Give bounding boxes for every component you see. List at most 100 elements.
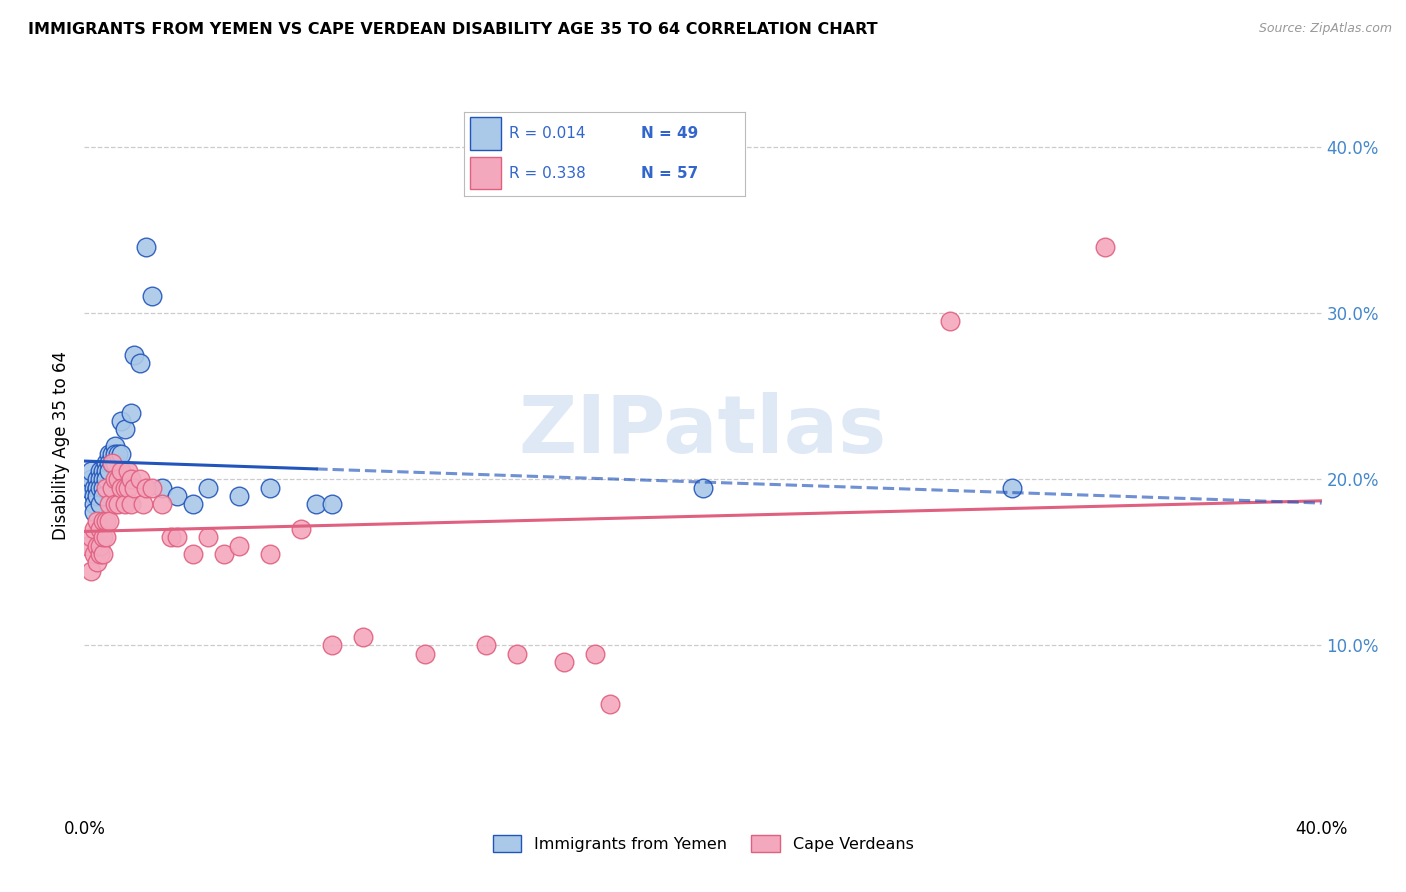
Point — [86, 539, 108, 553]
Point — [104, 472, 127, 486]
Point — [79, 564, 101, 578]
Point — [104, 439, 127, 453]
Point — [117, 464, 139, 478]
Point — [98, 514, 121, 528]
Point — [89, 481, 111, 495]
Point — [104, 456, 127, 470]
Bar — [470, 118, 501, 150]
Point — [101, 456, 124, 470]
Point — [599, 697, 621, 711]
Point — [150, 481, 173, 495]
Point — [290, 522, 312, 536]
Point — [352, 630, 374, 644]
Text: N = 57: N = 57 — [641, 166, 699, 181]
Point — [110, 414, 132, 428]
Point — [305, 497, 328, 511]
Point — [107, 447, 129, 461]
Point — [86, 489, 108, 503]
Point — [475, 639, 498, 653]
Point — [122, 481, 145, 495]
Point — [86, 481, 108, 495]
Point — [135, 239, 157, 253]
Point — [150, 497, 173, 511]
Point — [89, 522, 111, 536]
Point — [83, 506, 105, 520]
Point — [89, 472, 111, 486]
Point — [1094, 239, 1116, 253]
Point — [98, 456, 121, 470]
Point — [89, 539, 111, 553]
Point — [91, 472, 114, 486]
Point — [212, 547, 235, 561]
Point — [132, 497, 155, 511]
Point — [101, 481, 124, 495]
Point — [114, 497, 136, 511]
Point — [166, 530, 188, 544]
Point — [94, 472, 117, 486]
Point — [86, 555, 108, 569]
Point — [197, 481, 219, 495]
Point — [76, 539, 98, 553]
Point — [228, 489, 250, 503]
Text: ZIPatlas: ZIPatlas — [519, 392, 887, 470]
Point — [259, 481, 281, 495]
Point — [692, 481, 714, 495]
Point — [89, 464, 111, 478]
Point — [583, 647, 606, 661]
Point — [321, 497, 343, 511]
Point — [104, 447, 127, 461]
Point — [120, 497, 142, 511]
Point — [76, 481, 98, 495]
Point — [91, 547, 114, 561]
Point — [321, 639, 343, 653]
Point — [122, 347, 145, 362]
Text: R = 0.014: R = 0.014 — [509, 126, 585, 141]
Point — [141, 481, 163, 495]
Point — [83, 547, 105, 561]
Point — [79, 530, 101, 544]
Point — [120, 406, 142, 420]
Y-axis label: Disability Age 35 to 64: Disability Age 35 to 64 — [52, 351, 70, 541]
Point — [413, 647, 436, 661]
Bar — [470, 157, 501, 189]
Point — [506, 647, 529, 661]
Point — [101, 447, 124, 461]
Point — [98, 447, 121, 461]
Point — [259, 547, 281, 561]
Point — [114, 422, 136, 436]
Point — [117, 481, 139, 495]
Text: IMMIGRANTS FROM YEMEN VS CAPE VERDEAN DISABILITY AGE 35 TO 64 CORRELATION CHART: IMMIGRANTS FROM YEMEN VS CAPE VERDEAN DI… — [28, 22, 877, 37]
Point — [83, 481, 105, 495]
Point — [83, 489, 105, 503]
Point — [89, 547, 111, 561]
Point — [553, 655, 575, 669]
Point — [89, 497, 111, 511]
Point — [104, 497, 127, 511]
Point — [101, 456, 124, 470]
Point — [94, 464, 117, 478]
Point — [86, 481, 108, 495]
Point — [228, 539, 250, 553]
Point — [110, 481, 132, 495]
Point — [91, 514, 114, 528]
Point — [110, 464, 132, 478]
Point — [120, 472, 142, 486]
Point — [197, 530, 219, 544]
Point — [79, 464, 101, 478]
Point — [160, 530, 183, 544]
Point — [91, 489, 114, 503]
Point — [107, 472, 129, 486]
Legend: Immigrants from Yemen, Cape Verdeans: Immigrants from Yemen, Cape Verdeans — [486, 829, 920, 859]
Point — [110, 447, 132, 461]
Point — [98, 497, 121, 511]
Point — [94, 481, 117, 495]
Point — [86, 472, 108, 486]
Point — [181, 547, 204, 561]
Point — [114, 481, 136, 495]
Point — [91, 530, 114, 544]
Point — [107, 497, 129, 511]
Point — [91, 464, 114, 478]
Point — [98, 464, 121, 478]
Text: Source: ZipAtlas.com: Source: ZipAtlas.com — [1258, 22, 1392, 36]
Point — [94, 514, 117, 528]
